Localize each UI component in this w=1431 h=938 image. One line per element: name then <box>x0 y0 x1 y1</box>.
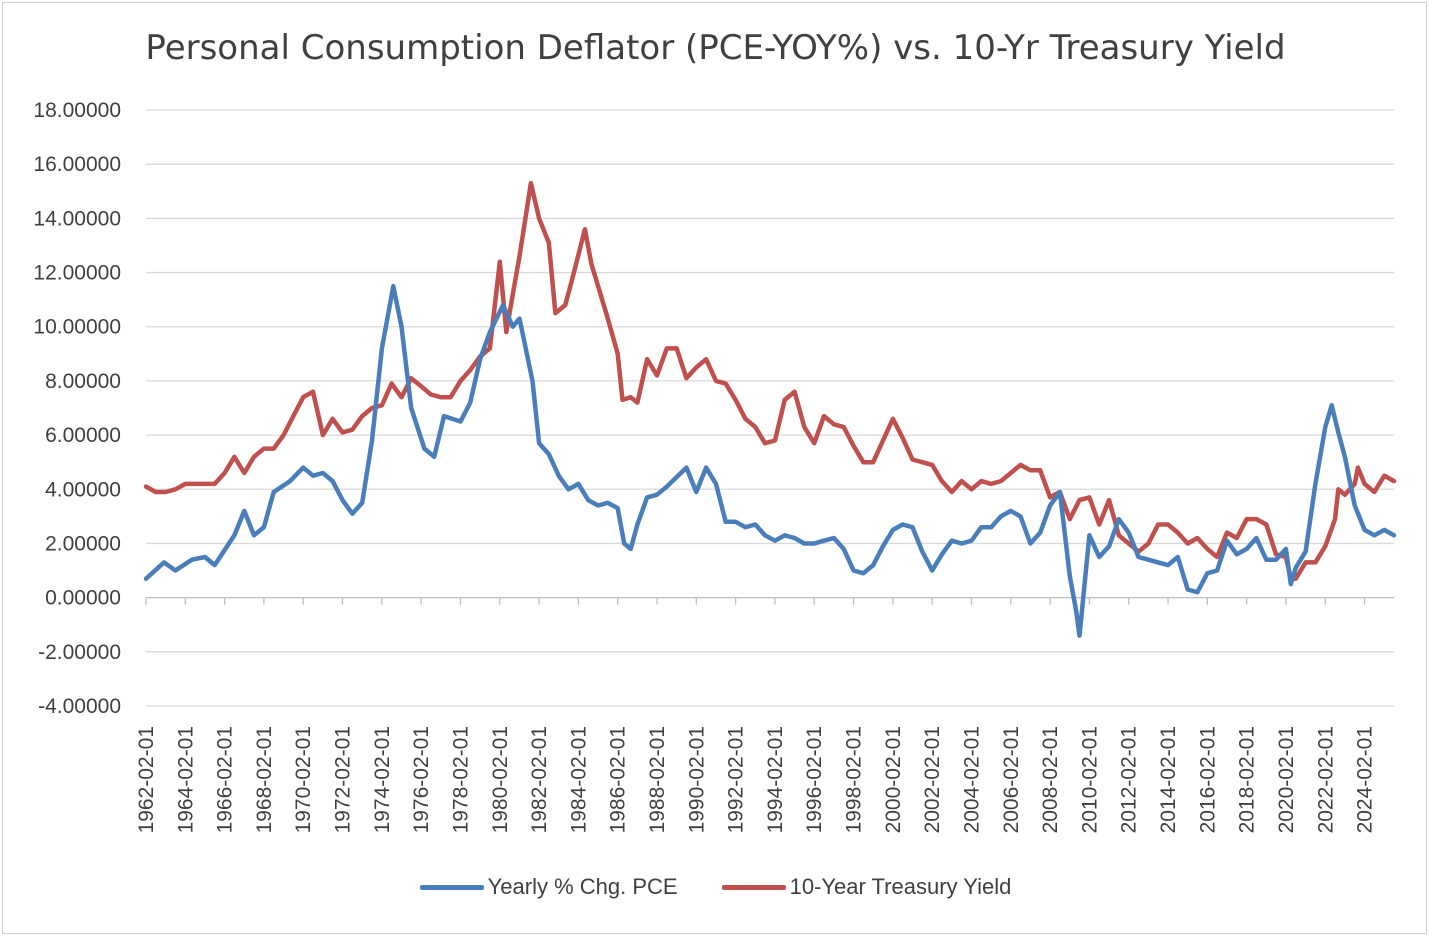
x-tick-label: 1964-02-01 <box>174 726 197 833</box>
y-tick-label: 8.00000 <box>45 370 121 393</box>
x-tick-label: 1966-02-01 <box>214 726 237 833</box>
x-tick-label: 1980-02-01 <box>489 726 512 833</box>
x-tick-label: 1974-02-01 <box>371 726 394 833</box>
x-tick-label: 2000-02-01 <box>882 726 905 833</box>
x-tick-label: 1988-02-01 <box>646 726 669 833</box>
x-axis: 1962-02-01 1964-02-01 1966-02-01 1968-02-01… <box>135 596 1394 833</box>
x-tick-label: 1998-02-01 <box>843 726 866 833</box>
series-line-pce <box>143 283 1397 638</box>
x-tick-label: 2010-02-01 <box>1078 726 1101 833</box>
x-tick-label: 2016-02-01 <box>1196 726 1219 833</box>
x-tick-label: 1962-02-01 <box>135 726 158 833</box>
x-tick-label: 1982-02-01 <box>528 726 551 833</box>
legend-item-pce[interactable]: Yearly % Chg. PCE <box>419 874 678 900</box>
y-tick-label: 6.00000 <box>45 424 121 447</box>
x-tick-label: 2022-02-01 <box>1314 726 1337 833</box>
x-tick-label: 2002-02-01 <box>921 726 944 833</box>
x-tick-label: 1970-02-01 <box>292 726 315 833</box>
x-tick-label: 2024-02-01 <box>1354 726 1377 833</box>
y-tick-label: 18.00000 <box>33 99 121 122</box>
x-tick-label: 1992-02-01 <box>725 726 748 833</box>
x-tick-label: 1984-02-01 <box>567 726 590 833</box>
x-tick-label: 2008-02-01 <box>1039 726 1062 833</box>
y-tick-label: 16.00000 <box>33 153 121 176</box>
y-tick-label: 14.00000 <box>33 207 121 230</box>
x-tick-label: 1976-02-01 <box>410 726 433 833</box>
y-tick-label: 2.00000 <box>45 532 121 555</box>
x-tick-label: 1972-02-01 <box>332 726 355 833</box>
x-tick-label: 2020-02-01 <box>1275 726 1298 833</box>
x-tick-label: 2014-02-01 <box>1157 726 1180 833</box>
x-tick-label: 1990-02-01 <box>685 726 708 833</box>
legend-swatch-treasury <box>721 884 786 890</box>
x-tick-label: 1986-02-01 <box>607 726 630 833</box>
x-tick-label: 1968-02-01 <box>253 726 276 833</box>
x-tick-label: 2006-02-01 <box>1000 726 1023 833</box>
legend-label-pce: Yearly % Chg. PCE <box>487 874 678 899</box>
legend-label-treasury: 10-Year Treasury Yield <box>789 874 1012 899</box>
y-tick-label: 0.00000 <box>45 587 121 610</box>
series-lines <box>143 180 1397 638</box>
series-line-treasury <box>143 180 1397 581</box>
x-tick-label: 1978-02-01 <box>449 726 472 833</box>
chart-title: Personal Consumption Deflator (PCE-YOY%)… <box>145 28 1286 68</box>
x-tick-label: 2018-02-01 <box>1236 726 1259 833</box>
gridlines <box>146 109 1394 707</box>
x-tick-label: 2004-02-01 <box>960 726 983 833</box>
y-tick-label: 4.00000 <box>45 478 121 501</box>
y-tick-label: -4.00000 <box>38 695 121 718</box>
x-tick-label: 1994-02-01 <box>764 726 787 833</box>
y-tick-label: 10.00000 <box>33 316 121 339</box>
x-tick-label: 1996-02-01 <box>803 726 826 833</box>
legend: Yearly % Chg. PCE 10-Year Treasury Yield <box>0 874 1431 900</box>
legend-item-treasury[interactable]: 10-Year Treasury Yield <box>721 874 1012 900</box>
y-tick-label: 12.00000 <box>33 262 121 285</box>
y-tick-label: -2.00000 <box>38 641 121 664</box>
x-tick-label: 2012-02-01 <box>1118 726 1141 833</box>
y-axis: 18.00000 16.00000 14.00000 12.00000 10.00000… <box>33 99 121 718</box>
legend-swatch-pce <box>419 884 484 890</box>
